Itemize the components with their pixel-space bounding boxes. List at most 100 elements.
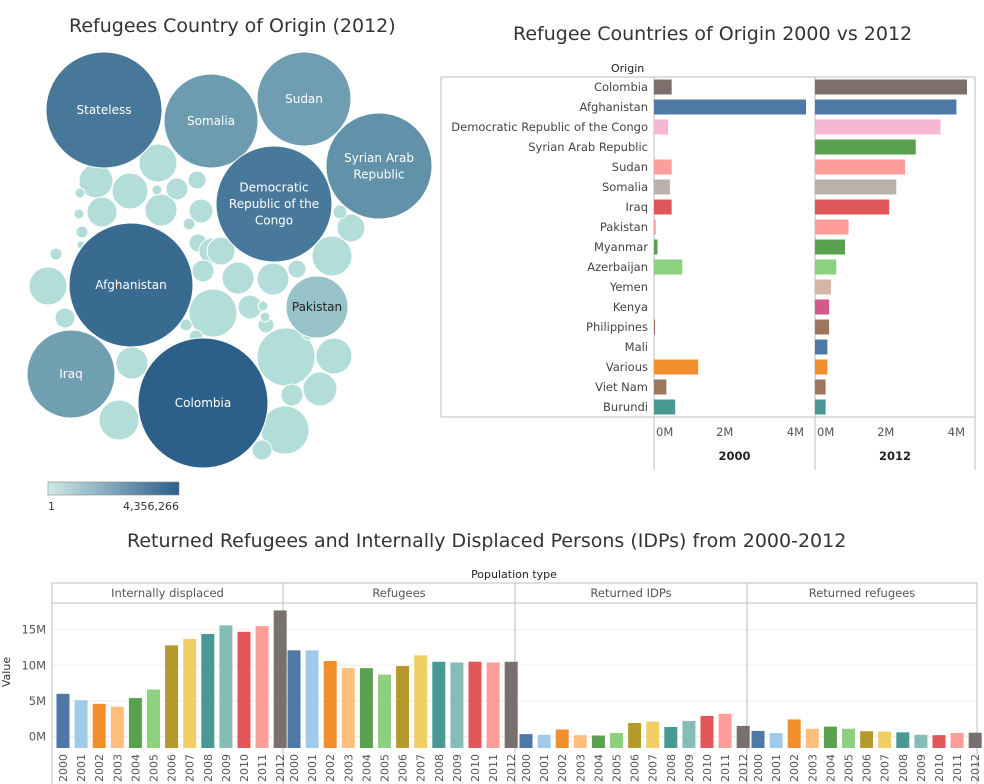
population-bar <box>878 731 892 748</box>
population-bar <box>165 645 179 748</box>
population-xtick-label: 2007 <box>647 754 660 782</box>
bubble-label: Democratic Republic of the Congo <box>229 181 319 228</box>
population-bar <box>359 668 373 748</box>
origin-category-label: Various <box>606 360 648 374</box>
population-bar <box>201 633 215 748</box>
population-bar <box>787 719 801 748</box>
small-bubble <box>315 337 353 375</box>
population-bar <box>682 720 696 748</box>
population-bar <box>56 693 70 748</box>
population-ylabel: Value <box>0 657 13 687</box>
bubble-label-line: Republic <box>353 167 404 181</box>
population-xtick-label: 2006 <box>397 754 410 782</box>
population-bar <box>664 726 678 748</box>
origin-bar <box>654 239 658 255</box>
population-group-label: Refugees <box>372 586 425 600</box>
origin-bar <box>815 319 830 335</box>
population-xtick-label: 2005 <box>148 754 161 782</box>
population-bar <box>646 721 660 748</box>
population-xtick-label: 2007 <box>879 754 892 782</box>
population-bar <box>110 706 124 748</box>
population-xtick-label: 2010 <box>933 754 946 782</box>
small-bubble <box>332 204 348 220</box>
origin-category-label: Syrian Arab Republic <box>528 140 648 154</box>
bubble-sudan <box>256 51 352 147</box>
population-bar <box>414 655 428 748</box>
small-bubble <box>259 311 271 323</box>
population-bar <box>573 735 587 748</box>
population-ytick-label: 5M <box>29 694 46 708</box>
origin-tick-label: 2M <box>716 425 733 439</box>
population-bar <box>255 626 269 748</box>
small-bubble <box>138 143 178 183</box>
origin-category-label: Mali <box>625 340 648 354</box>
small-bubble <box>75 225 89 239</box>
population-bar <box>555 729 569 748</box>
population-bar <box>273 610 287 748</box>
population-xtick-label: 2009 <box>220 754 233 782</box>
origin-bar <box>815 299 830 315</box>
origin-category-label: Colombia <box>594 80 648 94</box>
legend-gradient-bar <box>47 481 180 496</box>
population-column-header: Population type <box>471 568 557 581</box>
small-bubble <box>256 262 290 296</box>
population-xtick-label: 2005 <box>379 754 392 782</box>
population-bar <box>468 661 482 748</box>
small-bubble <box>115 346 149 380</box>
population-ytick-label: 0M <box>29 730 46 744</box>
bubble-colombia <box>137 337 269 469</box>
bubble-label: Sudan <box>285 92 323 106</box>
population-xtick-label: 2006 <box>629 754 642 782</box>
population-xtick-label: 2004 <box>129 754 142 782</box>
small-bubble <box>165 177 189 201</box>
bubble-afghanistan <box>68 222 194 348</box>
origin-bar <box>654 219 656 235</box>
population-xtick-label: 2002 <box>788 754 801 782</box>
origin-bar <box>654 119 669 135</box>
origin-category-label: Viet Nam <box>595 380 648 394</box>
origin-bar <box>815 99 957 115</box>
population-xtick-label: 2008 <box>665 754 678 782</box>
population-ytick-label: 15M <box>21 623 46 637</box>
bubble-color-legend: 1 4,356,266 <box>47 481 180 513</box>
origin-bar <box>815 199 890 215</box>
small-bubble <box>336 213 366 243</box>
population-xtick-label: 2012 <box>274 754 287 782</box>
origin-bar <box>654 259 683 275</box>
small-bubble <box>188 198 214 224</box>
legend-min-label: 1 <box>48 500 55 513</box>
population-xtick-label: 2011 <box>487 754 500 782</box>
small-bubble <box>251 439 273 461</box>
population-bar <box>591 735 605 748</box>
population-xtick-label: 2004 <box>824 754 837 782</box>
bubble-pakistan <box>285 275 349 339</box>
small-bubble <box>28 266 68 306</box>
small-bubble <box>280 383 304 407</box>
population-xtick-label: 2003 <box>574 754 587 782</box>
origin-category-label: Myanmar <box>594 240 648 254</box>
bubble-iraq <box>26 329 116 419</box>
population-xtick-label: 2008 <box>433 754 446 782</box>
population-bar <box>896 732 910 748</box>
origin-bar <box>815 359 828 375</box>
origin-bar <box>815 339 828 355</box>
population-bar <box>769 733 783 748</box>
population-bar-chart: Population type 0M 5M 10M 15M Value Internally… <box>0 568 982 784</box>
population-ytick-label: 10M <box>21 658 46 672</box>
origin-bar <box>654 319 656 335</box>
population-group-label: Returned IDPs <box>590 586 671 600</box>
population-bar <box>287 650 301 748</box>
population-xtick-label: 2001 <box>75 754 88 782</box>
population-xtick-label: 2008 <box>897 754 910 782</box>
population-xtick-label: 2005 <box>843 754 856 782</box>
population-xtick-label: 2011 <box>256 754 269 782</box>
bubble-label: Syrian Arab Republic <box>344 151 414 182</box>
origin-bar <box>815 79 967 95</box>
bubble-label-line: Republic of the <box>229 197 319 211</box>
population-xtick-label: 2002 <box>324 754 337 782</box>
population-bar <box>700 715 714 748</box>
population-xtick-label: 2010 <box>701 754 714 782</box>
bubble-label-line: Democratic <box>239 181 308 195</box>
origin-category-label: Sudan <box>612 160 648 174</box>
population-bar <box>378 674 391 748</box>
